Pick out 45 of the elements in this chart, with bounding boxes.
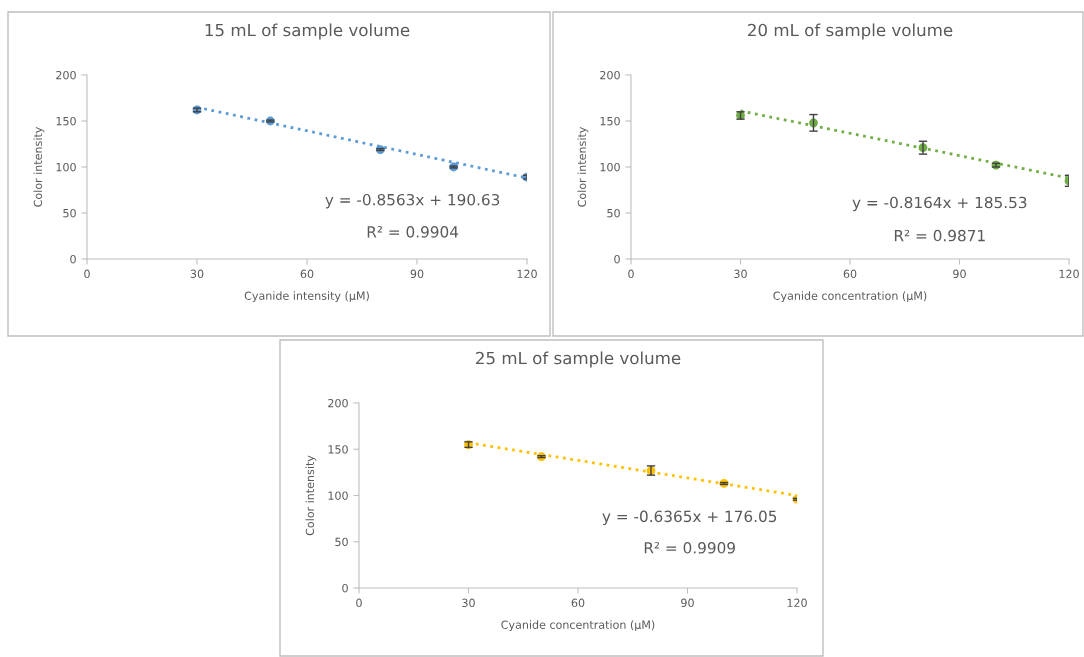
x-tick-label: 60	[843, 269, 857, 279]
x-tick-label: 30	[462, 598, 475, 608]
x-tick-label: 0	[356, 598, 362, 608]
x-tick-label: 0	[628, 269, 634, 279]
annotation: R² = 0.9871	[894, 229, 985, 242]
x-tick-label: 90	[681, 598, 694, 608]
y-axis-title: Color intensity	[577, 126, 589, 207]
y-tick-label: 50	[335, 537, 348, 547]
y-tick-label: 150	[328, 445, 348, 454]
y-tick-label: 200	[328, 398, 348, 408]
y-tick-label: 100	[600, 162, 620, 172]
annotation: R² = 0.9909	[644, 542, 735, 554]
y-tick-label: 0	[614, 254, 620, 264]
x-tick-label: 0	[84, 269, 90, 279]
y-tick-label: 200	[600, 70, 620, 80]
chart-title: 25 mL of sample volume	[476, 351, 681, 368]
y-tick-label: 100	[56, 162, 76, 172]
y-tick-label: 150	[600, 116, 620, 126]
x-axis-title: Cyanide intensity (µM)	[244, 291, 369, 303]
x-axis-title: Cyanide concentration (µM)	[773, 291, 927, 303]
chart-title: 20 mL of sample volume	[748, 23, 953, 40]
chart-title: 15 mL of sample volume	[205, 23, 410, 40]
annotation: y = -0.6365x + 176.05	[602, 510, 777, 526]
y-tick-label: 150	[56, 116, 76, 126]
annotation: R² = 0.9904	[367, 226, 459, 238]
x-tick-label: 120	[517, 269, 537, 279]
annotation: y = -0.8164x + 185.53	[852, 196, 1027, 212]
y-tick-label: 0	[342, 583, 348, 593]
x-axis-title: Cyanide concentration (µM)	[501, 620, 655, 632]
annotation: y = -0.8563x + 190.63	[325, 193, 500, 209]
y-axis-title: Color intensity	[33, 126, 45, 207]
x-tick-label: 60	[300, 269, 314, 279]
x-tick-label: 120	[1059, 269, 1079, 279]
y-axis-title: Color intensity	[305, 455, 317, 536]
x-tick-label: 60	[571, 598, 585, 608]
x-tick-label: 30	[734, 269, 747, 279]
y-tick-label: 50	[63, 208, 76, 218]
x-tick-label: 120	[787, 598, 807, 608]
x-tick-label: 30	[190, 269, 204, 279]
y-tick-label: 50	[607, 208, 620, 218]
y-tick-label: 200	[56, 70, 76, 80]
x-tick-label: 90	[410, 269, 424, 279]
y-tick-label: 0	[70, 254, 76, 264]
x-tick-label: 90	[953, 269, 966, 279]
y-tick-label: 100	[328, 491, 348, 500]
